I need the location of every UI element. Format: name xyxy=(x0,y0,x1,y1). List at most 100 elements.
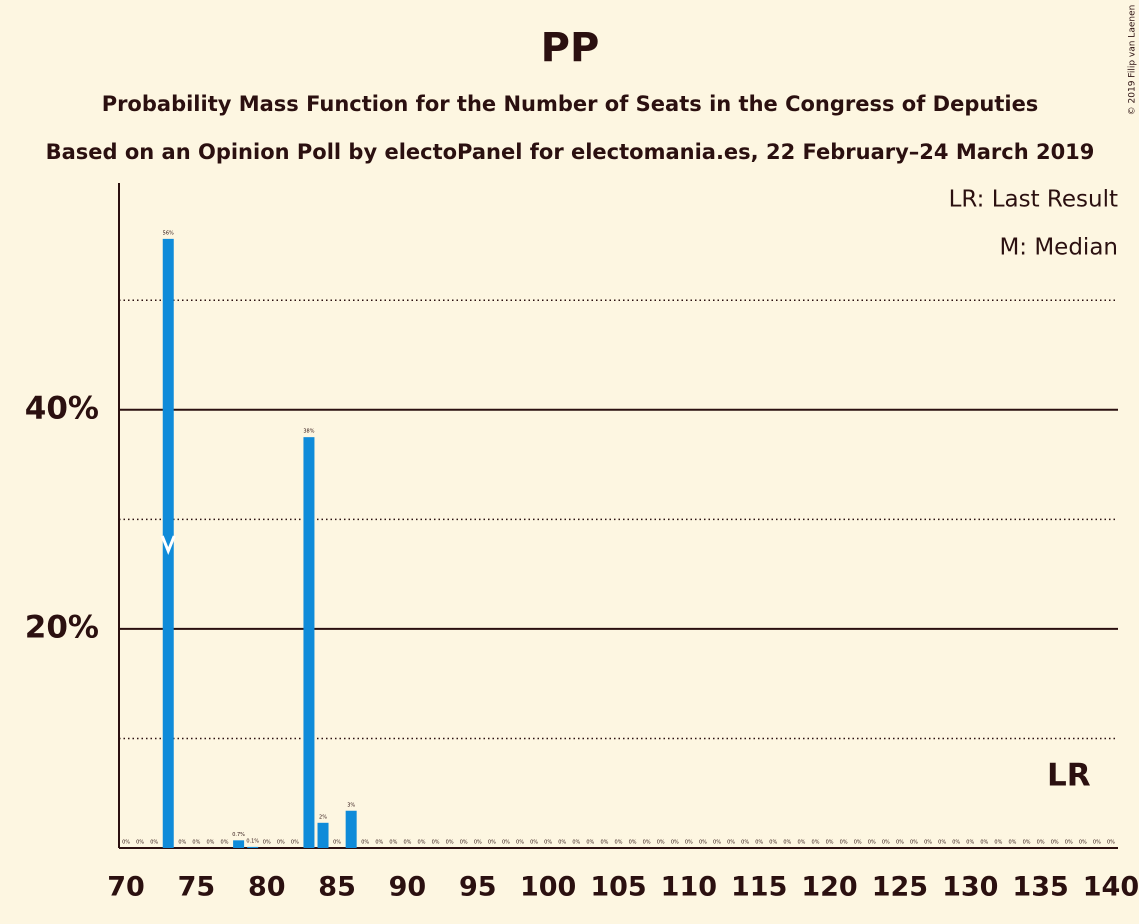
value-label: 0% xyxy=(769,840,777,846)
median-marker xyxy=(160,535,176,556)
value-label: 0% xyxy=(896,840,904,846)
value-label: 0% xyxy=(1079,840,1087,846)
value-label: 0% xyxy=(558,840,566,846)
value-label: 0% xyxy=(1051,840,1059,846)
value-label: 0% xyxy=(403,840,411,846)
x-tick-label: 85 xyxy=(318,872,356,903)
bar xyxy=(233,840,245,848)
value-label: 0% xyxy=(136,840,144,846)
value-label: 0% xyxy=(277,840,285,846)
value-label: 2% xyxy=(319,814,327,820)
value-label: 3% xyxy=(347,802,355,808)
value-label: 0% xyxy=(755,840,763,846)
bar xyxy=(247,846,259,848)
x-tick-label: 80 xyxy=(248,872,286,903)
value-label: 0% xyxy=(418,840,426,846)
value-label: 0% xyxy=(460,840,468,846)
value-label: 0% xyxy=(516,840,524,846)
x-tick-label: 135 xyxy=(1012,872,1068,903)
x-tick-label: 75 xyxy=(178,872,216,903)
value-label: 0% xyxy=(586,840,594,846)
value-label: 0% xyxy=(474,840,482,846)
value-label: 0% xyxy=(502,840,510,846)
value-label: 0% xyxy=(333,840,341,846)
value-label: 0% xyxy=(600,840,608,846)
x-tick-label: 130 xyxy=(942,872,998,903)
value-label: 0% xyxy=(122,840,130,846)
x-tick-label: 90 xyxy=(389,872,427,903)
value-label: 0.1% xyxy=(246,838,259,844)
bar xyxy=(303,437,315,848)
value-label: 0% xyxy=(1065,840,1073,846)
value-label: 0% xyxy=(882,840,890,846)
chart-subtitle: Probability Mass Function for the Number… xyxy=(102,92,1039,116)
value-label: 0% xyxy=(952,840,960,846)
value-label: 0% xyxy=(291,840,299,846)
value-label: 0% xyxy=(657,840,665,846)
value-label: 0% xyxy=(629,840,637,846)
y-tick-label: 40% xyxy=(25,390,99,426)
value-label: 0% xyxy=(910,840,918,846)
value-label: 0% xyxy=(530,840,538,846)
x-tick-label: 70 xyxy=(107,872,145,903)
value-label: 0% xyxy=(544,840,552,846)
x-tick-label: 105 xyxy=(590,872,646,903)
value-label: 56% xyxy=(163,230,174,236)
y-tick-label: 20% xyxy=(25,609,99,645)
value-label: 0% xyxy=(446,840,454,846)
value-label: 0.7% xyxy=(232,832,245,838)
value-label: 0% xyxy=(361,840,369,846)
value-label: 0% xyxy=(713,840,721,846)
chart-subtitle: Based on an Opinion Poll by electoPanel … xyxy=(46,140,1095,164)
value-label: 0% xyxy=(854,840,862,846)
value-label: 0% xyxy=(741,840,749,846)
bar xyxy=(345,810,357,848)
value-label: 0% xyxy=(868,840,876,846)
value-label: 0% xyxy=(1009,840,1017,846)
value-label: 0% xyxy=(178,840,186,846)
value-label: 0% xyxy=(783,840,791,846)
legend-entry: M: Median xyxy=(999,235,1118,261)
value-label: 0% xyxy=(938,840,946,846)
bar xyxy=(162,238,174,848)
value-label: 0% xyxy=(1023,840,1031,846)
x-tick-label: 115 xyxy=(731,872,787,903)
value-label: 0% xyxy=(1107,840,1115,846)
value-label: 0% xyxy=(727,840,735,846)
value-label: 0% xyxy=(150,840,158,846)
x-tick-label: 120 xyxy=(801,872,857,903)
value-label: 0% xyxy=(643,840,651,846)
last-result-label: LR xyxy=(1047,758,1091,794)
value-label: 0% xyxy=(432,840,440,846)
legend-entry: LR: Last Result xyxy=(949,187,1118,213)
value-label: 0% xyxy=(375,840,383,846)
value-label: 0% xyxy=(826,840,834,846)
value-label: 0% xyxy=(615,840,623,846)
x-tick-label: 110 xyxy=(661,872,717,903)
value-label: 0% xyxy=(812,840,820,846)
value-label: 0% xyxy=(980,840,988,846)
value-label: 38% xyxy=(303,429,314,435)
value-label: 0% xyxy=(924,840,932,846)
value-label: 0% xyxy=(994,840,1002,846)
x-tick-label: 140 xyxy=(1083,872,1139,903)
x-tick-label: 125 xyxy=(872,872,928,903)
value-label: 0% xyxy=(1093,840,1101,846)
value-label: 0% xyxy=(699,840,707,846)
chart-title: PP xyxy=(541,25,600,71)
value-label: 0% xyxy=(966,840,974,846)
x-tick-label: 95 xyxy=(459,872,497,903)
x-tick-label: 100 xyxy=(520,872,576,903)
bar xyxy=(317,822,329,848)
value-label: 0% xyxy=(389,840,397,846)
value-label: 0% xyxy=(192,840,200,846)
value-label: 0% xyxy=(840,840,848,846)
value-label: 0% xyxy=(221,840,229,846)
value-label: 0% xyxy=(488,840,496,846)
value-label: 0% xyxy=(797,840,805,846)
value-label: 0% xyxy=(572,840,580,846)
value-label: 0% xyxy=(685,840,693,846)
value-label: 0% xyxy=(206,840,214,846)
